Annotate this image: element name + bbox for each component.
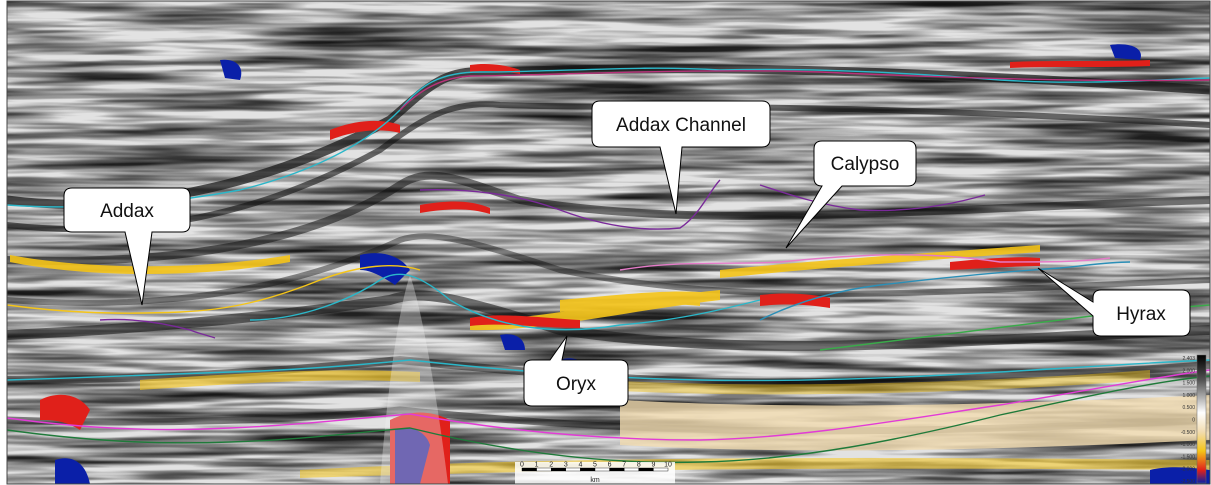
horizon-cyan-upper bbox=[7, 67, 1210, 208]
scale-bar-tick-label: 2 bbox=[549, 462, 553, 469]
scale-bar-tick-label: 9 bbox=[651, 462, 655, 469]
scale-bar-tick-label: 4 bbox=[578, 462, 582, 469]
callout-addax-label: Addax bbox=[100, 201, 154, 222]
scale-bar-unit: km bbox=[590, 477, 600, 484]
horizon-pink-hyrax bbox=[619, 254, 1111, 271]
color-bar-label: 2.000 bbox=[1182, 368, 1195, 374]
callout-addax-channel: Addax Channel bbox=[591, 100, 771, 215]
color-bar-label: -2.000 bbox=[1181, 467, 1195, 473]
horizon-cyan-hyrax bbox=[759, 261, 1131, 321]
callout-hyrax: Hyrax bbox=[1037, 267, 1191, 337]
callout-addax-channel-label: Addax Channel bbox=[616, 115, 746, 136]
scale-bar-tick-label: 10 bbox=[664, 462, 672, 469]
horizon-green-lower bbox=[7, 375, 1210, 464]
callout-calypso-label: Calypso bbox=[831, 154, 900, 175]
scale-bar-tick-label: 5 bbox=[593, 462, 597, 469]
color-bar-label: -1.000 bbox=[1181, 442, 1195, 448]
color-bar-label: 0.500 bbox=[1182, 405, 1195, 411]
scale-bar-tick-label: 0 bbox=[520, 462, 524, 469]
callout-oryx: Oryx bbox=[523, 335, 629, 407]
scale-bar-segment bbox=[653, 467, 669, 472]
color-bar-label: -0.500 bbox=[1181, 430, 1195, 436]
scale-bar: 0 1 2 3 4 5 6 7 8 9 10 km bbox=[515, 462, 675, 484]
callout-calypso: Calypso bbox=[785, 140, 917, 249]
seismic-background bbox=[7, 1, 1210, 484]
color-bar-labels: 2.403 2.000 1.500 1.000 0.500 0 -0.500 -1.000 -1… bbox=[1181, 356, 1195, 485]
callout-addax: Addax bbox=[63, 187, 191, 306]
color-bar-label: 1.500 bbox=[1182, 381, 1195, 387]
color-bar-label: 2.403 bbox=[1182, 356, 1195, 362]
callout-oryx-label: Oryx bbox=[556, 374, 597, 395]
scale-bar-tick-label: 1 bbox=[535, 462, 539, 469]
amplitude-color-bar: 2.403 2.000 1.500 1.000 0.500 0 -0.500 -1.000 -1… bbox=[1181, 354, 1207, 485]
color-bar-label: 1.000 bbox=[1182, 393, 1195, 399]
scale-bar-tick-label: 3 bbox=[564, 462, 568, 469]
scale-bar-tick-label: 8 bbox=[637, 462, 641, 469]
scale-bar-ticks: 0 1 2 3 4 5 6 7 8 9 10 bbox=[520, 462, 672, 472]
horizon-yellow-left bbox=[7, 264, 421, 314]
color-bar-ramp bbox=[1196, 354, 1207, 484]
figure-frame bbox=[6, 0, 1211, 485]
scale-bar-tick-label: 7 bbox=[622, 462, 626, 469]
color-bar-label: -2.500 bbox=[1181, 479, 1195, 485]
callout-hyrax-label: Hyrax bbox=[1116, 304, 1166, 325]
horizon-magenta-lower bbox=[7, 369, 1210, 441]
horizon-purple-right bbox=[759, 184, 986, 212]
color-bar-label: 0 bbox=[1192, 418, 1195, 424]
horizon-cyan-oryx bbox=[249, 273, 761, 331]
scale-bar-tick-label: 6 bbox=[608, 462, 612, 469]
color-bar-label: -1.500 bbox=[1181, 454, 1195, 460]
scale-bar-frame bbox=[515, 462, 675, 484]
horizon-magenta-upper bbox=[399, 70, 1210, 111]
horizon-purple-mid bbox=[419, 179, 721, 230]
horizon-purple-addax bbox=[99, 318, 216, 339]
